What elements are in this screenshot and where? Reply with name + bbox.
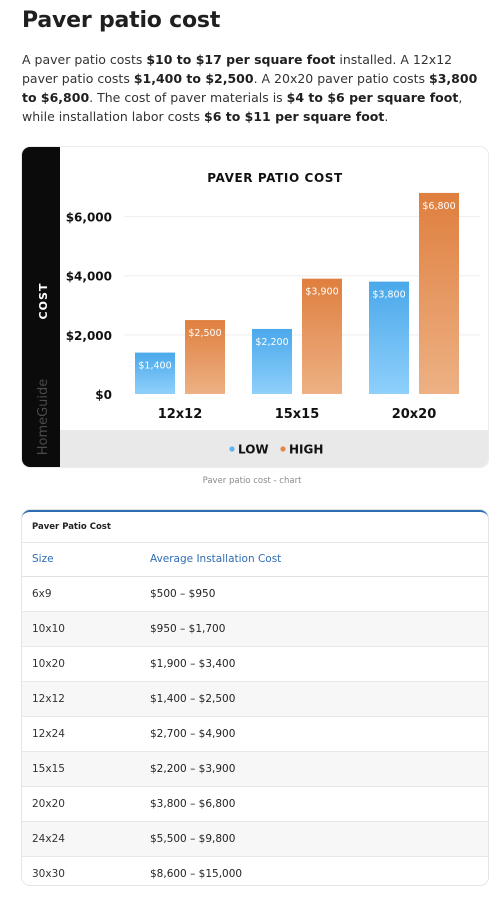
chart-title: PAVER PATIO COST [207,171,343,185]
intro-text: . [384,109,389,124]
intro-highlight: $6 to $11 per square foot [204,109,385,124]
y-tick-label: $2,000 [66,329,112,343]
table-row: 12x24 $2,700 – $4,900 [22,717,488,752]
chart-caption: Paver patio cost - chart [202,476,302,486]
bar-high [185,320,225,394]
chart-side-panel [22,147,60,467]
y-tick-label: $0 [95,388,112,402]
intro-text: . A 20x20 paver patio costs [253,71,430,86]
header-cost: Average Installation Cost [150,553,282,565]
brand-watermark: HomeGuide [36,379,51,456]
table-row: 24x24 $5,500 – $9,800 [22,822,488,857]
bar-value-label: $2,500 [188,328,221,339]
legend-bar [60,430,488,467]
y-tick-label: $6,000 [66,211,112,225]
cell-cost: $3,800 – $6,800 [150,798,236,810]
bar-value-label: $3,800 [372,290,405,301]
cell-size: 10x20 [32,658,65,670]
bar-value-label: $6,800 [422,201,455,212]
chart-card: PAVER PATIO COST $0 $2,000 $4,000 $6,000 COST… [22,147,488,467]
y-axis-label: COST [37,283,50,320]
cell-size: 6x9 [32,588,52,600]
intro-text: , while installation labor costs [22,90,463,124]
cell-size: 12x24 [32,728,65,740]
intro-text: A paver patio costs [22,52,147,67]
table-row: 10x10 $950 – $1,700 [22,612,488,647]
paver-cost-chart: PAVER PATIO COST $0 $2,000 $4,000 $6,000 COST… [22,147,488,467]
intro-text: . The cost of paver materials is [89,90,287,105]
cell-size: 30x30 [32,868,65,880]
cell-cost: $500 – $950 [150,588,216,600]
intro-text: installed. A 12x12 paver patio costs [22,52,453,86]
table-header: Size Average Installation Cost [22,543,488,577]
x-tick-label: 15x15 [275,407,320,422]
cell-cost: $5,500 – $9,800 [150,833,236,845]
cell-size: 12x12 [32,693,65,705]
x-tick-label: 12x12 [158,407,203,422]
table-row: 20x20 $3,800 – $6,800 [22,787,488,822]
cell-cost: $950 – $1,700 [150,623,226,635]
cell-size: 24x24 [32,833,65,845]
table-row: 12x12 $1,400 – $2,500 [22,682,488,717]
bar-low [252,328,292,394]
bar-value-label: $2,200 [255,337,288,348]
bar-low [135,352,175,394]
cell-cost: $1,900 – $3,400 [150,658,236,670]
table-row: 10x20 $1,900 – $3,400 [22,647,488,682]
cost-table: Paver Patio Cost Size Average Installati… [22,510,488,885]
bar-high [419,192,459,394]
legend-dot-low [229,446,235,452]
intro-paragraph: A paver patio costs $10 to $17 per squar… [22,50,484,126]
intro-highlight: $1,400 to $2,500 [133,71,254,86]
header-size: Size [32,553,54,565]
cell-size: 10x10 [32,623,65,635]
table-row: 30x30 $8,600 – $15,000 [22,857,488,885]
table-row: 6x9 $500 – $950 [22,577,488,612]
legend-label-low: LOW [238,443,269,457]
cell-size: 20x20 [32,798,65,810]
x-tick-label: 20x20 [392,407,437,422]
page-title: Paver patio cost [22,8,221,33]
cell-cost: $1,400 – $2,500 [150,693,236,705]
bar-value-label: $1,400 [138,361,171,372]
bar-value-label: $3,900 [305,287,338,298]
table-title: Paver Patio Cost [22,512,488,543]
intro-highlight: $4 to $6 per square foot [286,90,459,105]
legend-dot-high [280,446,286,452]
cell-cost: $2,700 – $4,900 [150,728,236,740]
legend-label-high: HIGH [289,443,323,457]
bar-high [302,278,342,394]
table-body: 6x9 $500 – $950 10x10 $950 – $1,700 10x20 $1,… [22,577,488,885]
y-tick-label: $4,000 [66,270,112,284]
bar-low [369,281,409,394]
intro-highlight: $10 to $17 per square foot [146,52,336,67]
cell-size: 15x15 [32,763,65,775]
cell-cost: $8,600 – $15,000 [150,868,243,880]
cell-cost: $2,200 – $3,900 [150,763,236,775]
intro-highlight: $3,800 to $6,800 [22,71,478,105]
table-row: 15x15 $2,200 – $3,900 [22,752,488,787]
